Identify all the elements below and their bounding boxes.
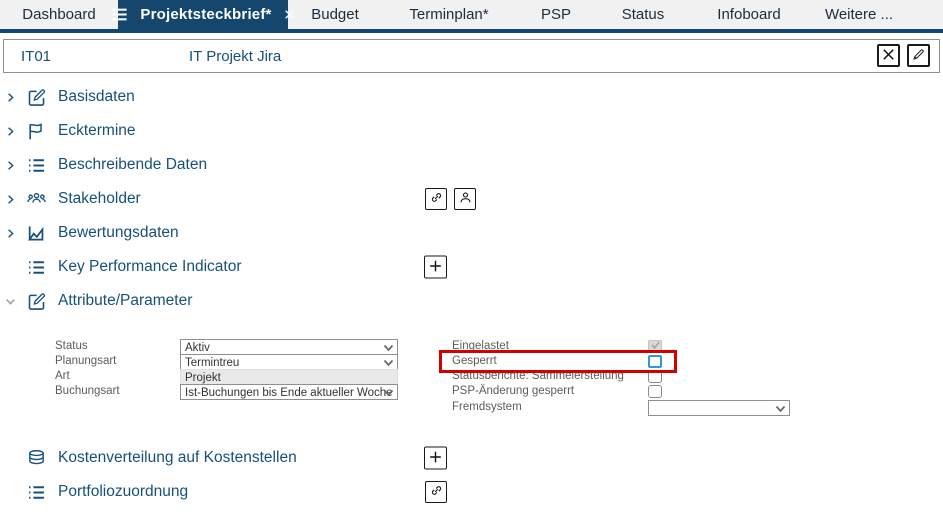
- people-icon: [26, 189, 47, 210]
- plus-icon: [427, 257, 444, 277]
- chevron-right-icon[interactable]: [4, 159, 22, 172]
- tab-bar: Dashboard Projektsteckbrief* Budget Term…: [0, 0, 943, 33]
- link-icon: [429, 190, 444, 208]
- eingelastet-checkbox: [648, 340, 662, 353]
- hamburger-menu-icon[interactable]: [110, 5, 129, 24]
- link-button[interactable]: [425, 188, 447, 210]
- tab-infoboard[interactable]: Infoboard: [717, 6, 781, 23]
- attribute-parameter-form: Status Aktiv Planungsart Termintreu Art …: [0, 333, 943, 423]
- project-name: IT Projekt Jira: [189, 47, 282, 65]
- link-icon: [429, 483, 444, 501]
- section-label: Attribute/Parameter: [58, 292, 193, 309]
- section-label: Beschreibende Daten: [58, 156, 208, 173]
- section-ecktermine[interactable]: Ecktermine: [0, 114, 943, 148]
- close-button[interactable]: [877, 44, 900, 67]
- kpi-actions: [424, 255, 447, 279]
- database-icon: [26, 448, 47, 469]
- tab-budget[interactable]: Budget: [311, 6, 359, 23]
- section-label: Portfoliozuordnung: [58, 483, 189, 500]
- status-select[interactable]: Aktiv: [180, 339, 398, 355]
- fremdsystem-select[interactable]: [648, 400, 790, 416]
- tabbar-filler: [910, 0, 943, 29]
- person-icon: [458, 190, 473, 208]
- gesperrt-label: Gesperrt: [452, 355, 497, 367]
- section-list: Basisdaten Ecktermine Beschreibende Date…: [0, 73, 943, 318]
- chevron-down-icon: [383, 388, 394, 399]
- tab-weitere[interactable]: Weitere ...: [824, 6, 894, 23]
- section-stakeholder[interactable]: Stakeholder: [0, 182, 943, 216]
- chevron-down-icon: [775, 404, 786, 417]
- tab-dashboard[interactable]: Dashboard: [22, 6, 96, 23]
- chevron-right-icon[interactable]: [4, 91, 22, 104]
- title-actions: [877, 44, 930, 67]
- edit-button[interactable]: [907, 44, 930, 67]
- tab-terminplan[interactable]: Terminplan*: [409, 6, 489, 23]
- section-label: Stakeholder: [58, 190, 141, 207]
- add-kpi-button[interactable]: [424, 255, 447, 279]
- section-label: Ecktermine: [58, 122, 136, 139]
- section-beschreibende-daten[interactable]: Beschreibende Daten: [0, 148, 943, 182]
- psp-aenderung-label: PSP-Änderung gesperrt: [452, 385, 575, 397]
- section-label: Bewertungsdaten: [58, 224, 179, 241]
- tab-projektsteckbrief[interactable]: Projektsteckbrief*: [112, 0, 294, 29]
- bottom-section-list: Kostenverteilung auf Kostenstellen Portf…: [0, 441, 943, 509]
- section-label: Key Performance Indicator: [58, 258, 242, 275]
- buchungsart-label: Buchungsart: [55, 385, 120, 397]
- area-chart-icon: [26, 223, 47, 244]
- list-icon: [26, 482, 47, 503]
- chevron-right-icon[interactable]: [4, 227, 22, 240]
- tab-psp[interactable]: PSP: [540, 6, 571, 23]
- person-button[interactable]: [454, 188, 476, 210]
- section-label: Kostenverteilung auf Kostenstellen: [58, 449, 297, 466]
- chevron-right-icon[interactable]: [4, 193, 22, 206]
- buchungsart-select[interactable]: Ist-Buchungen bis Ende aktueller Woche: [180, 384, 398, 400]
- section-bewertungsdaten[interactable]: Bewertungsdaten: [0, 216, 943, 250]
- section-label: Basisdaten: [58, 88, 135, 105]
- art-readonly-field: Projekt: [180, 369, 398, 385]
- section-kostenverteilung[interactable]: Kostenverteilung auf Kostenstellen: [0, 441, 943, 475]
- chevron-down-icon: [383, 343, 394, 354]
- close-icon: [881, 47, 896, 65]
- kostenverteilung-actions: [424, 446, 447, 470]
- planungsart-select[interactable]: Termintreu: [180, 354, 398, 370]
- edit-square-icon: [26, 87, 47, 108]
- check-icon: [650, 340, 661, 353]
- link-portfolio-button[interactable]: [425, 481, 447, 503]
- statusberichte-checkbox[interactable]: [648, 370, 662, 383]
- project-title-bar: IT01 IT Projekt Jira: [3, 39, 940, 73]
- stakeholder-actions: [425, 188, 476, 210]
- art-label: Art: [55, 370, 70, 382]
- list-icon: [26, 155, 47, 176]
- section-attribute-parameter[interactable]: Attribute/Parameter: [0, 284, 943, 318]
- tab-close-icon[interactable]: [283, 8, 296, 21]
- section-kpi[interactable]: Key Performance Indicator: [0, 250, 943, 284]
- chevron-right-icon[interactable]: [4, 125, 22, 138]
- section-basisdaten[interactable]: Basisdaten: [0, 80, 943, 114]
- psp-aenderung-checkbox[interactable]: [648, 385, 662, 398]
- planungsart-label: Planungsart: [55, 355, 117, 367]
- portfoliozuordnung-actions: [425, 481, 447, 503]
- chevron-down-icon[interactable]: [4, 295, 22, 308]
- flag-icon: [26, 121, 47, 142]
- tab-status[interactable]: Status: [621, 6, 665, 23]
- fremdsystem-label: Fremdsystem: [452, 401, 522, 413]
- gesperrt-checkbox[interactable]: [648, 355, 662, 368]
- add-kostenverteilung-button[interactable]: [424, 446, 447, 470]
- tab-projektsteckbrief-label: Projektsteckbrief*: [140, 6, 272, 23]
- chevron-down-icon: [383, 358, 394, 369]
- list-icon: [26, 257, 47, 278]
- section-portfoliozuordnung[interactable]: Portfoliozuordnung: [0, 475, 943, 509]
- status-label: Status: [55, 340, 88, 352]
- project-id: IT01: [21, 47, 52, 65]
- eingelastet-label: Eingelastet: [452, 340, 509, 352]
- edit-square-icon: [26, 291, 47, 312]
- statusberichte-label: Statusberichte: Sammelerstellung: [452, 370, 624, 382]
- pencil-icon: [911, 47, 926, 65]
- plus-icon: [427, 448, 444, 468]
